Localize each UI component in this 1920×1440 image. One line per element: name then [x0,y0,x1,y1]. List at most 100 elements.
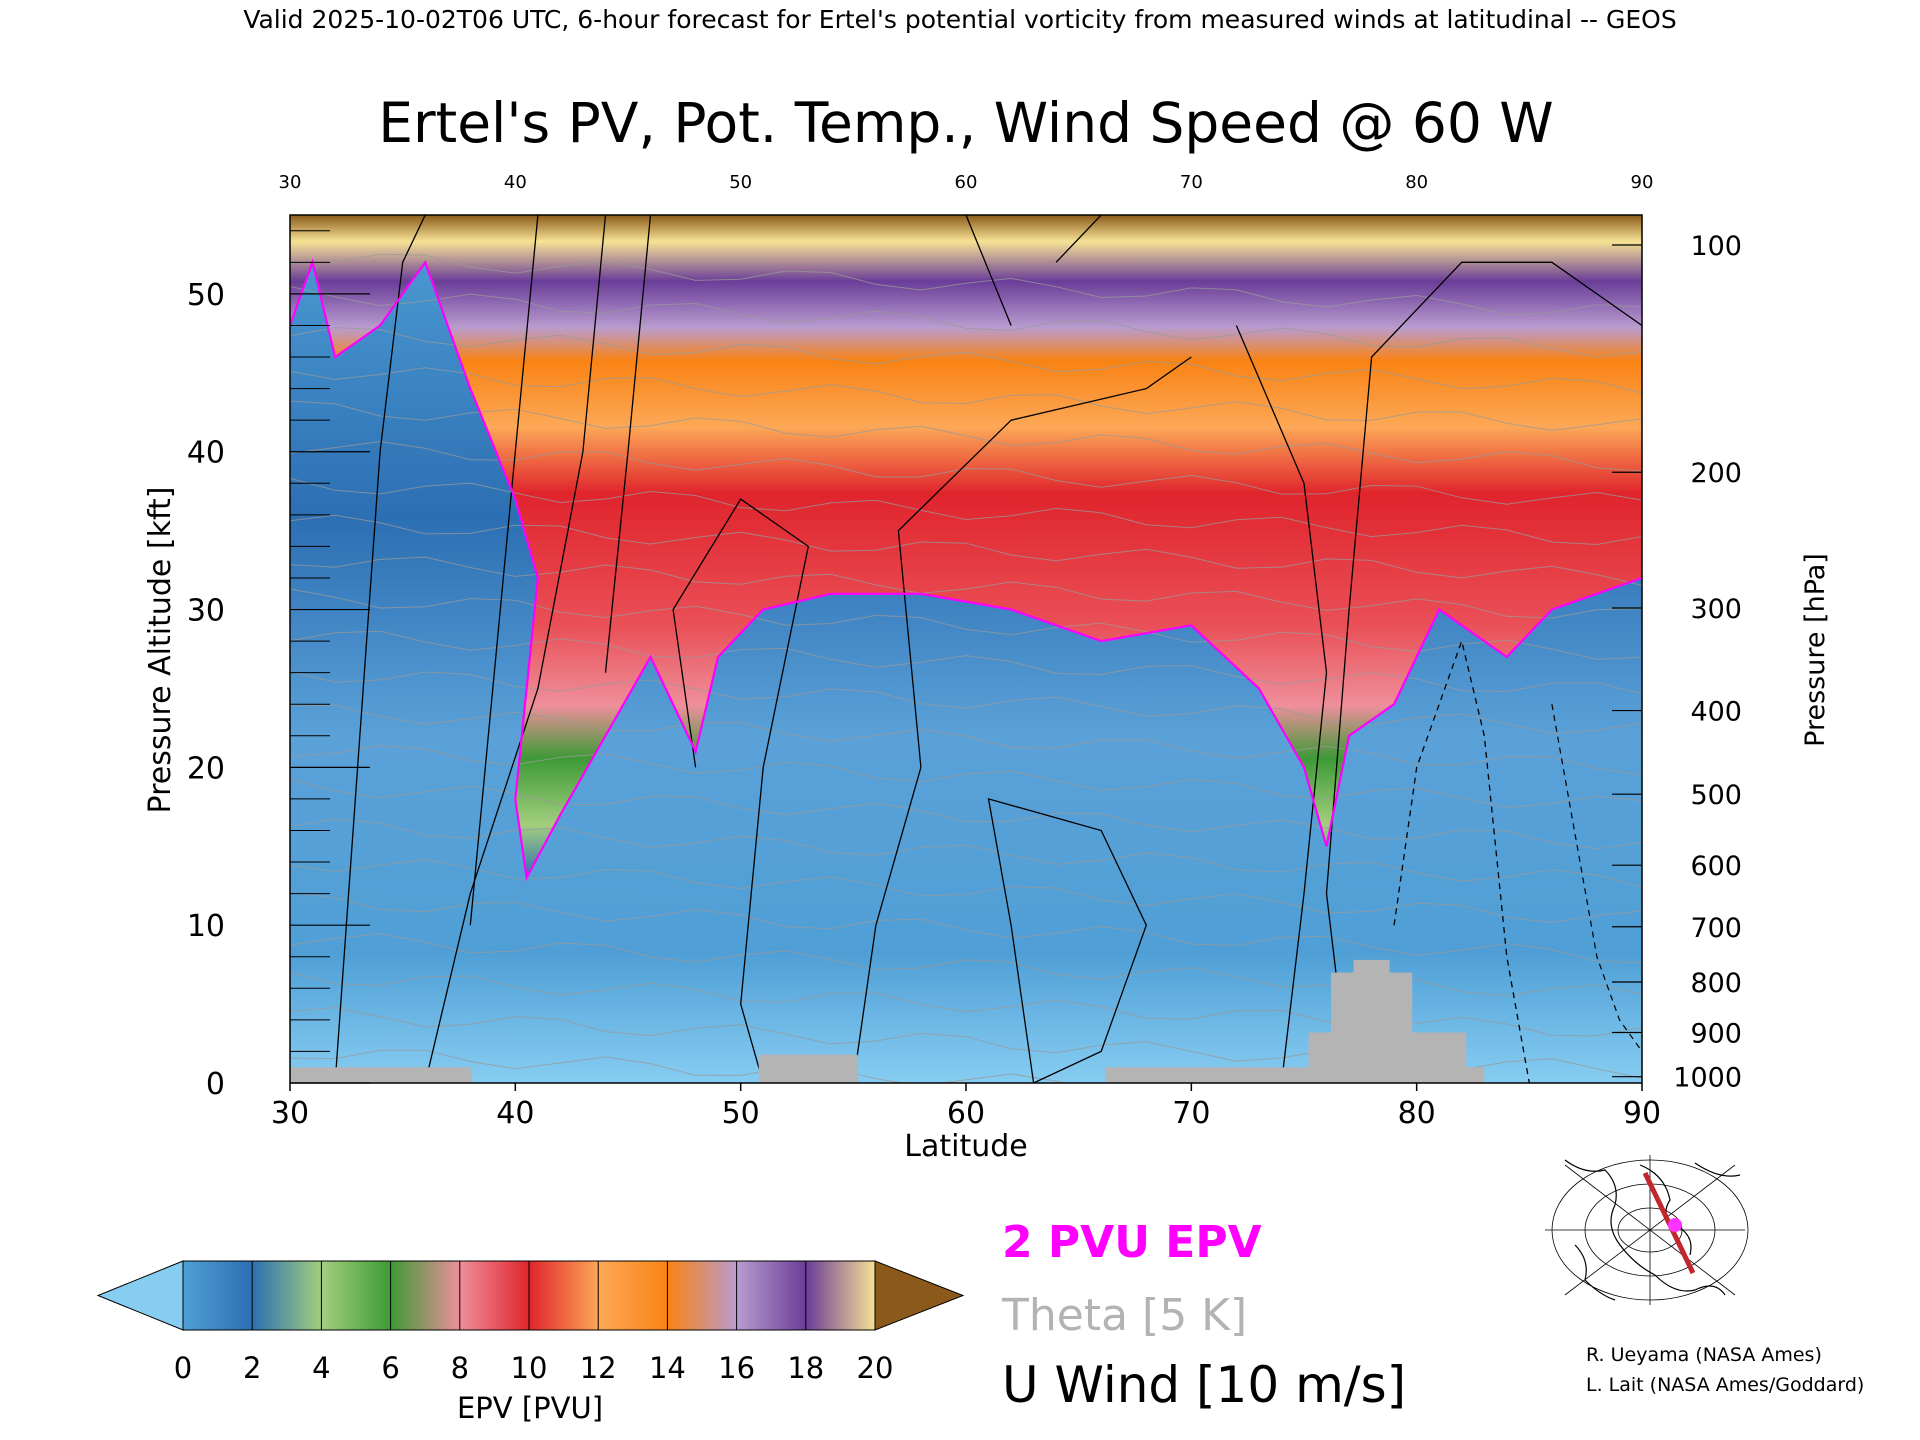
x-top-tick-label: 80 [1405,172,1428,193]
colorbar-tick-label: 12 [580,1351,617,1385]
legend: 2 PVU EPV Theta [5 K] U Wind [10 m/s] [1001,1217,1406,1414]
pressure-tick-label: 800 [1690,968,1742,999]
u-wind-line [1325,261,1642,1083]
colorbar-tick-label: 8 [451,1351,469,1385]
theta-line [290,744,1642,808]
plot-area [290,215,1642,1083]
x-tick-label: 60 [947,1096,985,1131]
x-axis-label: Latitude [904,1129,1027,1164]
u-wind-line [1055,215,1102,263]
colorbar-tick-label: 2 [243,1351,261,1385]
u-wind-line [424,215,607,1083]
u-wind-line [672,498,810,1083]
colorbar-tick-label: 14 [649,1351,686,1385]
colorbar-under-triangle [96,1260,184,1331]
inset-graticule [1545,1155,1749,1305]
legend-entry: Theta [5 K] [1001,1290,1247,1341]
theta-line [290,971,1642,1037]
theta-line [290,1049,1066,1083]
u-wind-line-negative [1551,704,1642,1052]
u-wind-line [1393,638,1530,1083]
theta-line [290,367,1642,432]
pressure-tick-label: 100 [1690,231,1742,262]
colorbar-segment [598,1261,668,1330]
x-tick-label: 50 [722,1096,760,1131]
x-top-tick-label: 30 [279,172,302,193]
pressure-tick-label: 600 [1690,851,1742,882]
pressure-tick-label: 700 [1690,913,1742,944]
stratosphere-fill [290,215,1642,878]
theta-line [290,818,1642,888]
colorbar-segment [805,1261,876,1330]
x-top-tick-label: 40 [504,172,527,193]
theta-line [290,859,1642,923]
colorbar-tick-label: 16 [718,1351,755,1385]
theta-line [290,671,1642,734]
theta-line [290,285,1642,358]
terrain [290,959,1642,1083]
u-wind-contours [334,215,1642,1083]
colorbar-segment [252,1261,322,1330]
pressure-tick-label: 900 [1690,1018,1742,1049]
legend-entry: U Wind [10 m/s] [1002,1356,1406,1414]
colorbar-label: EPV [PVU] [457,1391,603,1425]
inset-coastlines [1564,1159,1741,1301]
x-top-tick-label: 70 [1180,172,1203,193]
chart-title: Ertel's PV, Pot. Temp., Wind Speed @ 60 … [378,91,1553,155]
pressure-tick-label: 400 [1690,697,1742,728]
y-tick-label: 0 [206,1067,225,1102]
pressure-tick-label: 500 [1690,780,1742,811]
u-wind-line [965,215,1012,326]
pressure-tick-label: 300 [1690,594,1742,625]
x-tick-label: 40 [496,1096,534,1131]
colorbar-segment [459,1261,530,1330]
y2-axis-label: Pressure [hPa] [1800,553,1831,747]
theta-line [290,327,1642,394]
colorbar-segment [183,1261,253,1330]
u-wind-line [987,797,1148,1083]
u-wind-line [1235,325,1328,1083]
colorbar-segment [667,1261,738,1330]
x-tick-label: 90 [1623,1096,1661,1131]
credit-line-1: R. Ueyama (NASA Ames) [1586,1344,1822,1366]
pressure-tick-label: 200 [1690,458,1742,489]
colorbar-over-triangle [874,1260,965,1331]
theta-line [290,588,1642,660]
inset-map [1545,1155,1749,1305]
y-tick-label: 20 [187,751,225,786]
theta-line [290,556,1642,619]
theta-line [290,400,1642,472]
theta-line [290,630,1642,695]
u-wind-line [334,215,426,1083]
theta-line [290,253,1642,316]
header-text: Valid 2025-10-02T06 UTC, 6-hour forecast… [243,5,1676,34]
theta-line [290,704,1642,776]
theta-line [290,514,1642,586]
colorbar: 0 2 4 6 8 10 12 14 16 18 20 [96,1260,965,1385]
y-tick-label: 40 [187,436,225,471]
legend-entry: 2 PVU EPV [1002,1217,1262,1268]
y-tick-label: 50 [187,278,225,313]
colorbar-tick-label: 4 [312,1351,330,1385]
pv-2pvu-contour [290,258,1642,882]
x-tick-label: 70 [1172,1096,1210,1131]
x-top-tick-label: 50 [729,172,752,193]
theta-line [290,440,1642,505]
x-tick-label: 80 [1398,1096,1436,1131]
y-axis-label: Pressure Altitude [kft] [143,487,178,814]
colorbar-tick-label: 18 [787,1351,824,1385]
colorbar-frame [182,1260,876,1331]
colorbar-segment [529,1261,599,1330]
y-tick-label: 10 [187,909,225,944]
u-wind-line [469,215,539,926]
credit-line-2: L. Lait (NASA Ames/Goddard) [1586,1374,1864,1396]
inset-marker [1668,1218,1682,1232]
colorbar-segment [390,1261,461,1330]
x-tick-label: 30 [271,1096,309,1131]
theta-line [290,892,1642,963]
y-tick-label: 30 [187,594,225,629]
colorbar-tick-label: 0 [174,1351,192,1385]
theta-line [290,933,1642,997]
colorbar-tick-label: 20 [857,1351,894,1385]
